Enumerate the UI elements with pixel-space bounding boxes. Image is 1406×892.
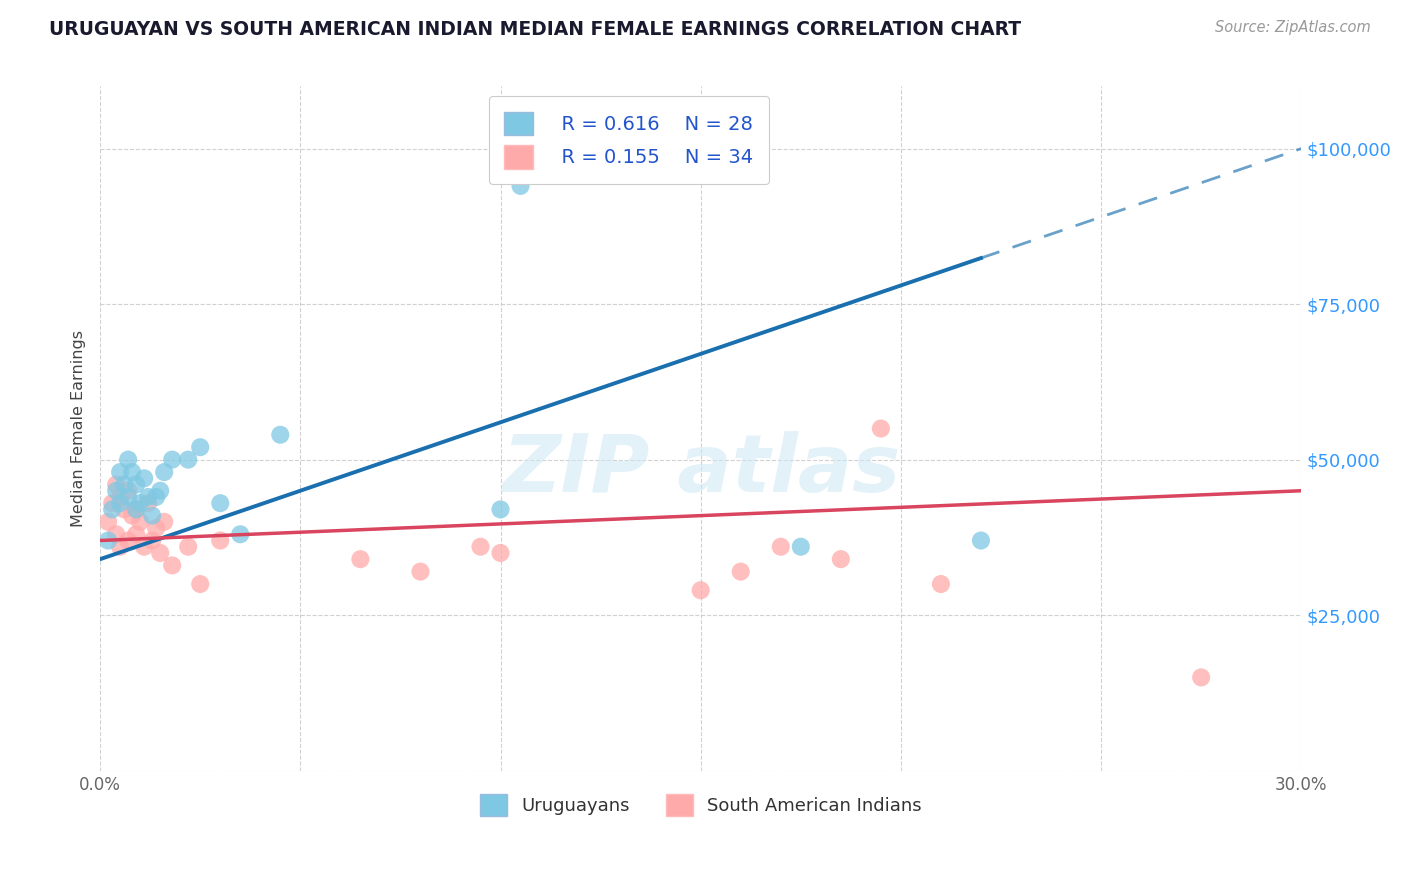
Text: ZIP atlas: ZIP atlas [502, 431, 900, 508]
Point [105, 477, 128, 491]
Point [121, 508, 143, 523]
Point [108, 540, 131, 554]
Point [136, 490, 159, 504]
Point [769, 540, 792, 554]
Point [790, 540, 813, 554]
Point [117, 533, 139, 548]
Point [188, 440, 211, 454]
Point [470, 540, 492, 554]
Point [112, 477, 135, 491]
Point [1189, 670, 1212, 684]
Point [229, 527, 252, 541]
Point [209, 533, 232, 548]
Point [129, 496, 152, 510]
Point [409, 565, 432, 579]
Point [730, 565, 752, 579]
Point [509, 178, 531, 193]
Point [177, 540, 200, 554]
Point [689, 583, 711, 598]
Point [153, 515, 176, 529]
Point [160, 452, 183, 467]
Point [830, 552, 852, 566]
Point [177, 452, 200, 467]
Point [153, 465, 176, 479]
Point [209, 496, 232, 510]
Point [929, 577, 952, 591]
Point [117, 452, 139, 467]
Point [188, 577, 211, 591]
Point [145, 490, 167, 504]
Point [134, 471, 156, 485]
Point [97, 515, 120, 529]
Point [149, 483, 172, 498]
Point [134, 540, 156, 554]
Point [101, 502, 124, 516]
Point [136, 496, 159, 510]
Point [489, 546, 512, 560]
Point [160, 558, 183, 573]
Point [870, 421, 893, 435]
Point [141, 508, 163, 523]
Point [125, 502, 148, 516]
Point [489, 502, 512, 516]
Point [970, 533, 993, 548]
Point [349, 552, 371, 566]
Point [129, 515, 152, 529]
Point [125, 502, 148, 516]
Point [149, 546, 172, 560]
Legend: Uruguayans, South American Indians: Uruguayans, South American Indians [472, 787, 929, 823]
Point [125, 477, 148, 491]
Point [105, 527, 128, 541]
Text: Source: ZipAtlas.com: Source: ZipAtlas.com [1215, 20, 1371, 35]
Point [108, 465, 131, 479]
Point [101, 496, 124, 510]
Point [112, 502, 135, 516]
Point [105, 483, 128, 498]
Point [141, 533, 163, 548]
Point [117, 483, 139, 498]
Y-axis label: Median Female Earnings: Median Female Earnings [72, 330, 86, 527]
Point [97, 533, 120, 548]
Point [108, 490, 131, 504]
Point [108, 496, 131, 510]
Point [121, 465, 143, 479]
Point [117, 490, 139, 504]
Point [145, 521, 167, 535]
Point [269, 427, 291, 442]
Text: URUGUAYAN VS SOUTH AMERICAN INDIAN MEDIAN FEMALE EARNINGS CORRELATION CHART: URUGUAYAN VS SOUTH AMERICAN INDIAN MEDIA… [49, 20, 1021, 38]
Point [125, 527, 148, 541]
